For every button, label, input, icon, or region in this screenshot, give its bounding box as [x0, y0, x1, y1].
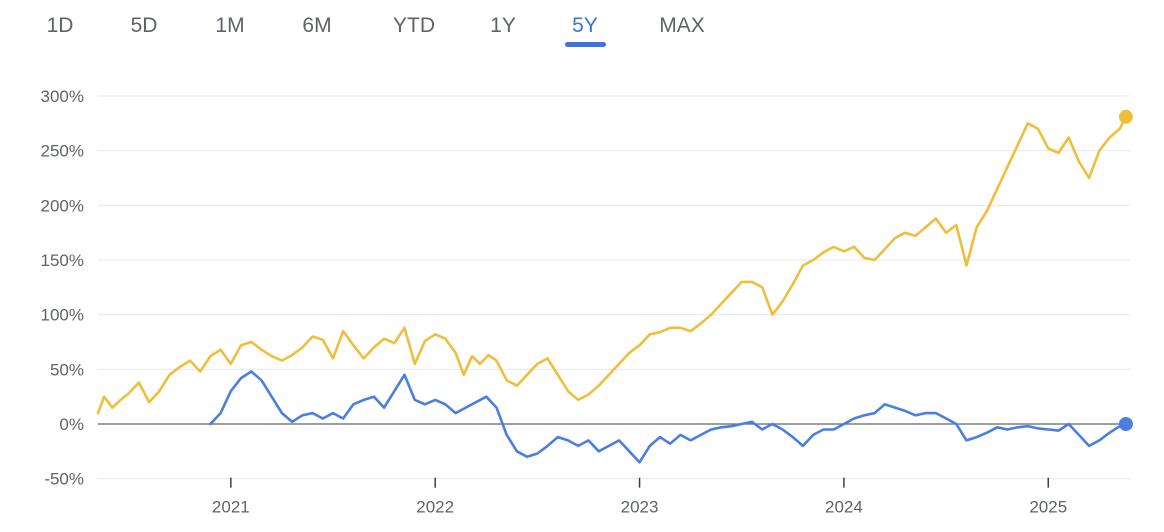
x-tick-label: 2024	[825, 498, 863, 517]
x-axis-labels: 2021 2022 2023 2024 2025	[212, 477, 1067, 517]
x-tick-label: 2022	[416, 498, 454, 517]
tab-1m[interactable]: 1M	[215, 14, 245, 37]
y-tick-label: 50%	[50, 360, 84, 379]
y-tick-label: 150%	[41, 251, 84, 270]
end-markers	[1118, 109, 1133, 431]
y-tick-label: 250%	[41, 142, 84, 161]
grid-lines	[98, 95, 1130, 480]
tab-5y[interactable]: 5Y	[572, 14, 598, 37]
tab-1d[interactable]: 1D	[46, 14, 74, 37]
series-end-marker-blue	[1118, 417, 1133, 431]
tab-6m[interactable]: 6M	[302, 14, 332, 37]
series-line-blue	[209, 370, 1128, 464]
x-tick-label: 2021	[212, 498, 250, 517]
series-end-marker-gold	[1118, 109, 1133, 124]
tab-1y[interactable]: 1Y	[490, 14, 516, 37]
tab-max[interactable]: MAX	[659, 14, 705, 37]
series-lines	[96, 115, 1128, 464]
x-tick-label: 2023	[621, 498, 659, 517]
y-tick-label: 200%	[41, 196, 84, 215]
y-axis-labels: 300% 250% 200% 150% 100% 50% 0% -50%	[41, 87, 84, 489]
performance-chart: 300%250%200%150%100%50%0%-50% 2021 2022 20…	[41, 87, 1133, 517]
y-tick-label: 300%	[41, 87, 84, 106]
selected-tab-underline	[565, 42, 606, 47]
x-tick-label: 2025	[1029, 498, 1067, 517]
y-tick-label: -50%	[44, 470, 84, 489]
tab-5d[interactable]: 5D	[130, 14, 158, 37]
range-tabs: 1D 5D 1M 6M YTD 1Y 5Y MAX	[0, 0, 1164, 60]
series-line-gold	[96, 115, 1128, 415]
y-tick-label: 100%	[41, 306, 84, 325]
tab-ytd[interactable]: YTD	[393, 14, 435, 37]
y-tick-label: 0%	[59, 415, 84, 434]
